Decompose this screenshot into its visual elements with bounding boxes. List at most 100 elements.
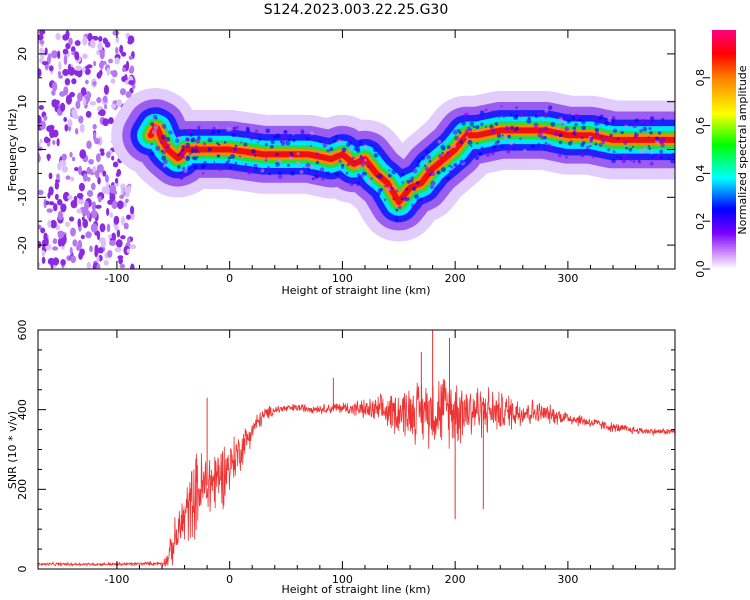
noise-blob bbox=[94, 248, 99, 258]
noise-blob bbox=[96, 72, 102, 79]
ridge-speckle bbox=[253, 163, 258, 168]
ridge-speckle bbox=[571, 116, 576, 121]
ridge-speckle bbox=[510, 114, 513, 117]
noise-blob bbox=[97, 42, 103, 51]
ridge-speckle bbox=[424, 164, 427, 168]
noise-blob bbox=[130, 263, 135, 269]
ridge-speckle bbox=[363, 144, 368, 149]
ridge-speckle bbox=[546, 143, 552, 149]
ridge-speckle bbox=[377, 188, 382, 193]
ridge-speckle bbox=[470, 144, 473, 148]
ridge-speckle bbox=[565, 155, 568, 159]
ridge-speckle bbox=[438, 154, 443, 159]
noise-blob bbox=[51, 98, 58, 108]
snr-ticks: -100 0 100 200 300 0 200 400 600 bbox=[16, 320, 675, 586]
spectrogram-ylabel: Frequency (Hz) bbox=[6, 109, 19, 192]
noise-blob bbox=[45, 137, 51, 143]
noise-blob bbox=[65, 94, 72, 105]
noise-blob bbox=[41, 256, 46, 264]
ridge-speckle bbox=[165, 145, 169, 149]
ridge-speckle bbox=[448, 169, 452, 173]
ridge-speckle bbox=[300, 129, 305, 133]
noise-blob bbox=[57, 210, 64, 221]
ridge-speckle bbox=[391, 184, 395, 188]
ridge-speckle bbox=[334, 135, 339, 139]
ridge-speckle bbox=[558, 140, 563, 145]
noise-blob bbox=[38, 34, 44, 41]
ridge-speckle bbox=[537, 112, 543, 118]
noise-blob bbox=[128, 80, 135, 86]
ridge-speckle bbox=[513, 143, 516, 146]
noise-blob bbox=[127, 39, 133, 45]
noise-blob bbox=[116, 100, 123, 107]
noise-blob bbox=[74, 51, 78, 60]
noise-blob bbox=[41, 249, 46, 257]
ridge-speckle bbox=[225, 161, 229, 165]
ridge-speckle bbox=[563, 116, 568, 121]
ridge-speckle bbox=[647, 145, 650, 148]
colorbar-tick-label: 0.0 bbox=[694, 260, 707, 278]
ridge-speckle bbox=[395, 189, 399, 193]
noise-blob bbox=[79, 149, 87, 159]
noise-blob bbox=[120, 235, 126, 240]
ridge-speckle bbox=[395, 218, 399, 222]
noise-blob bbox=[52, 140, 56, 145]
snr-plot bbox=[38, 330, 675, 568]
ridge-speckle bbox=[462, 117, 467, 122]
noise-blob bbox=[77, 208, 82, 214]
ridge-speckle bbox=[356, 166, 361, 171]
noise-blob bbox=[64, 124, 69, 132]
ridge-speckle bbox=[465, 136, 469, 139]
ridge-speckle bbox=[441, 147, 446, 151]
noise-blob bbox=[116, 229, 121, 238]
noise-blob bbox=[38, 142, 41, 147]
noise-blob bbox=[71, 78, 77, 85]
noise-blob bbox=[38, 154, 41, 163]
ridge-speckle bbox=[429, 185, 434, 190]
noise-blob bbox=[118, 257, 123, 265]
ridge-speckle bbox=[232, 136, 237, 141]
ridge-speckle bbox=[400, 197, 404, 201]
noise-blob bbox=[121, 216, 125, 226]
ridge-speckle bbox=[661, 117, 665, 121]
ridge-speckle bbox=[346, 163, 350, 167]
ridge-speckle bbox=[434, 186, 437, 190]
ridge-speckle bbox=[620, 130, 624, 135]
noise-blob bbox=[57, 71, 62, 77]
noise-blob bbox=[111, 155, 115, 161]
ridge-speckle bbox=[218, 143, 221, 147]
ridge-speckle bbox=[268, 172, 272, 176]
noise-blob bbox=[127, 237, 131, 244]
ridge-speckle bbox=[452, 129, 458, 135]
ridge-speckle bbox=[245, 128, 251, 133]
ridge-speckle bbox=[657, 131, 662, 135]
noise-blob bbox=[109, 192, 116, 202]
noise-blob bbox=[70, 46, 76, 53]
noise-blob bbox=[51, 89, 56, 96]
noise-blob bbox=[89, 101, 97, 106]
ridge-speckle bbox=[366, 179, 372, 185]
noise-blob bbox=[114, 177, 119, 184]
ridge-speckle bbox=[200, 165, 205, 169]
ridge-speckle bbox=[387, 173, 392, 178]
ridge-speckle bbox=[226, 127, 231, 132]
noise-blob bbox=[91, 201, 97, 211]
ridge-speckle bbox=[401, 181, 404, 184]
ridge-speckle bbox=[637, 160, 640, 163]
noise-blob bbox=[79, 248, 85, 257]
ridge-speckle bbox=[299, 169, 304, 174]
noise-blob bbox=[87, 176, 91, 182]
noise-blob bbox=[74, 128, 79, 135]
noise-blob bbox=[129, 205, 135, 215]
ridge-speckle bbox=[561, 123, 564, 126]
ridge-speckle bbox=[412, 168, 418, 174]
noise-blob bbox=[78, 115, 84, 124]
ridge-speckle bbox=[217, 130, 221, 134]
ridge-speckle bbox=[635, 133, 639, 137]
ridge-speckle bbox=[416, 163, 420, 168]
ridge-speckle bbox=[595, 131, 600, 136]
noise-blob bbox=[106, 67, 111, 76]
noise-blob bbox=[80, 234, 85, 240]
noise-blob bbox=[54, 193, 59, 201]
ridge-speckle bbox=[153, 125, 159, 130]
